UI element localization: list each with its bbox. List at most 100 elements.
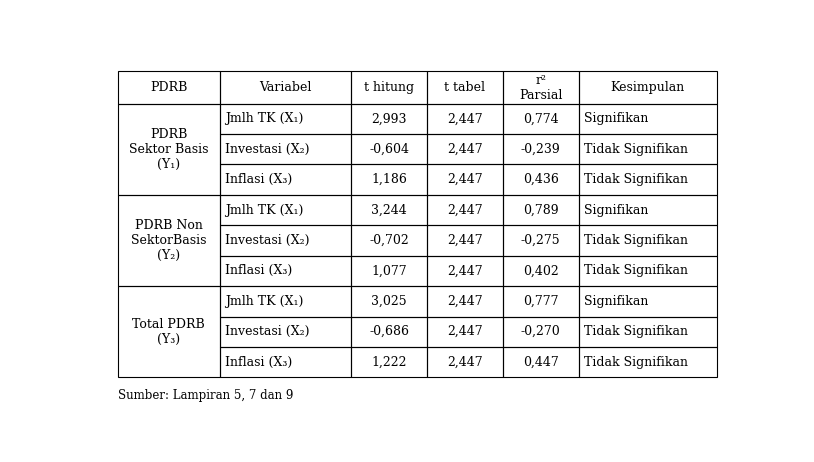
Text: Investasi (X₂): Investasi (X₂) bbox=[225, 325, 309, 338]
Text: PDRB: PDRB bbox=[150, 81, 187, 94]
Text: 2,447: 2,447 bbox=[447, 264, 483, 277]
Bar bbox=[352, 316, 427, 347]
Text: Tidak Signifikan: Tidak Signifikan bbox=[584, 356, 688, 369]
Bar bbox=[579, 255, 717, 286]
Text: 1,077: 1,077 bbox=[371, 264, 407, 277]
Text: 2,447: 2,447 bbox=[447, 295, 483, 308]
Bar bbox=[220, 103, 352, 134]
Text: Tidak Signifikan: Tidak Signifikan bbox=[584, 173, 688, 186]
Bar bbox=[427, 316, 503, 347]
Text: Signifikan: Signifikan bbox=[584, 295, 648, 308]
Text: 0,789: 0,789 bbox=[523, 204, 558, 217]
Bar bbox=[352, 72, 427, 103]
Text: Signifikan: Signifikan bbox=[584, 204, 648, 217]
Bar bbox=[220, 164, 352, 195]
Bar bbox=[579, 134, 717, 164]
Bar bbox=[352, 347, 427, 377]
Text: 2,993: 2,993 bbox=[371, 112, 407, 125]
Bar bbox=[503, 164, 579, 195]
Text: 0,777: 0,777 bbox=[523, 295, 558, 308]
Text: 2,447: 2,447 bbox=[447, 173, 483, 186]
Text: Kesimpulan: Kesimpulan bbox=[610, 81, 685, 94]
Text: 2,447: 2,447 bbox=[447, 325, 483, 338]
Bar bbox=[503, 225, 579, 255]
Text: Tidak Signifikan: Tidak Signifikan bbox=[584, 234, 688, 247]
Bar bbox=[220, 72, 352, 103]
Text: 0,774: 0,774 bbox=[523, 112, 558, 125]
Bar bbox=[117, 103, 220, 195]
Bar bbox=[503, 255, 579, 286]
Bar bbox=[117, 72, 220, 103]
Bar bbox=[352, 286, 427, 316]
Bar bbox=[579, 316, 717, 347]
Text: Tidak Signifikan: Tidak Signifikan bbox=[584, 143, 688, 156]
Text: -0,702: -0,702 bbox=[370, 234, 409, 247]
Bar bbox=[579, 225, 717, 255]
Text: Inflasi (X₃): Inflasi (X₃) bbox=[225, 264, 292, 277]
Text: 2,447: 2,447 bbox=[447, 234, 483, 247]
Bar bbox=[352, 255, 427, 286]
Bar bbox=[579, 72, 717, 103]
Text: 2,447: 2,447 bbox=[447, 143, 483, 156]
Bar bbox=[503, 347, 579, 377]
Text: PDRB
Sektor Basis
(Y₁): PDRB Sektor Basis (Y₁) bbox=[129, 128, 208, 170]
Text: 3,244: 3,244 bbox=[371, 204, 407, 217]
Bar bbox=[352, 164, 427, 195]
Text: Sumber: Lampiran 5, 7 dan 9: Sumber: Lampiran 5, 7 dan 9 bbox=[117, 389, 293, 401]
Text: 2,447: 2,447 bbox=[447, 112, 483, 125]
Bar bbox=[427, 164, 503, 195]
Text: r²
Parsial: r² Parsial bbox=[519, 73, 562, 102]
Text: 0,436: 0,436 bbox=[523, 173, 558, 186]
Text: Investasi (X₂): Investasi (X₂) bbox=[225, 234, 309, 247]
Bar bbox=[503, 103, 579, 134]
Bar bbox=[427, 103, 503, 134]
Bar bbox=[220, 316, 352, 347]
Bar bbox=[427, 195, 503, 225]
Text: t tabel: t tabel bbox=[444, 81, 485, 94]
Bar bbox=[427, 134, 503, 164]
Text: 2,447: 2,447 bbox=[447, 204, 483, 217]
Bar bbox=[427, 347, 503, 377]
Bar bbox=[503, 316, 579, 347]
Bar bbox=[220, 225, 352, 255]
Text: -0,239: -0,239 bbox=[521, 143, 561, 156]
Bar bbox=[117, 286, 220, 377]
Bar bbox=[352, 134, 427, 164]
Text: -0,686: -0,686 bbox=[370, 325, 409, 338]
Text: -0,275: -0,275 bbox=[521, 234, 561, 247]
Bar bbox=[352, 103, 427, 134]
Bar bbox=[427, 225, 503, 255]
Bar bbox=[579, 164, 717, 195]
Text: Variabel: Variabel bbox=[260, 81, 312, 94]
Bar bbox=[579, 103, 717, 134]
Bar bbox=[579, 347, 717, 377]
Text: Jmlh TK (X₁): Jmlh TK (X₁) bbox=[225, 112, 303, 125]
Text: 2,447: 2,447 bbox=[447, 356, 483, 369]
Text: PDRB Non
SektorBasis
(Y₂): PDRB Non SektorBasis (Y₂) bbox=[131, 219, 206, 262]
Bar bbox=[579, 286, 717, 316]
Bar bbox=[503, 286, 579, 316]
Bar bbox=[352, 195, 427, 225]
Bar bbox=[352, 225, 427, 255]
Text: Tidak Signifikan: Tidak Signifikan bbox=[584, 325, 688, 338]
Text: -0,270: -0,270 bbox=[521, 325, 561, 338]
Bar bbox=[220, 195, 352, 225]
Text: 1,186: 1,186 bbox=[371, 173, 407, 186]
Text: Total PDRB
(Y₃): Total PDRB (Y₃) bbox=[132, 318, 205, 346]
Text: t hitung: t hitung bbox=[364, 81, 414, 94]
Bar bbox=[220, 347, 352, 377]
Text: Inflasi (X₃): Inflasi (X₃) bbox=[225, 173, 292, 186]
Text: 0,447: 0,447 bbox=[523, 356, 558, 369]
Text: Investasi (X₂): Investasi (X₂) bbox=[225, 143, 309, 156]
Bar bbox=[503, 72, 579, 103]
Bar bbox=[117, 195, 220, 286]
Bar bbox=[503, 195, 579, 225]
Bar bbox=[220, 134, 352, 164]
Text: -0,604: -0,604 bbox=[370, 143, 409, 156]
Text: Tidak Signifikan: Tidak Signifikan bbox=[584, 264, 688, 277]
Bar bbox=[427, 72, 503, 103]
Text: Inflasi (X₃): Inflasi (X₃) bbox=[225, 356, 292, 369]
Bar bbox=[427, 255, 503, 286]
Text: Jmlh TK (X₁): Jmlh TK (X₁) bbox=[225, 204, 303, 217]
Text: 0,402: 0,402 bbox=[523, 264, 558, 277]
